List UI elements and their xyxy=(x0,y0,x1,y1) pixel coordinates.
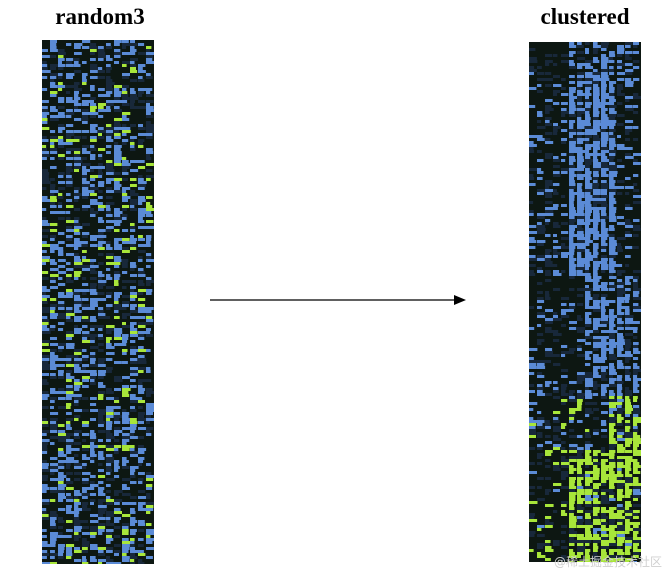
arrow-head xyxy=(454,295,466,305)
watermark: @稀土掘金技术社区 xyxy=(553,555,662,569)
clustered-title: clustered xyxy=(540,4,630,29)
right-arrow-icon xyxy=(210,295,466,305)
random3-heatmap xyxy=(42,40,154,564)
random3-title: random3 xyxy=(55,4,145,29)
clustered-heatmap xyxy=(529,42,641,562)
